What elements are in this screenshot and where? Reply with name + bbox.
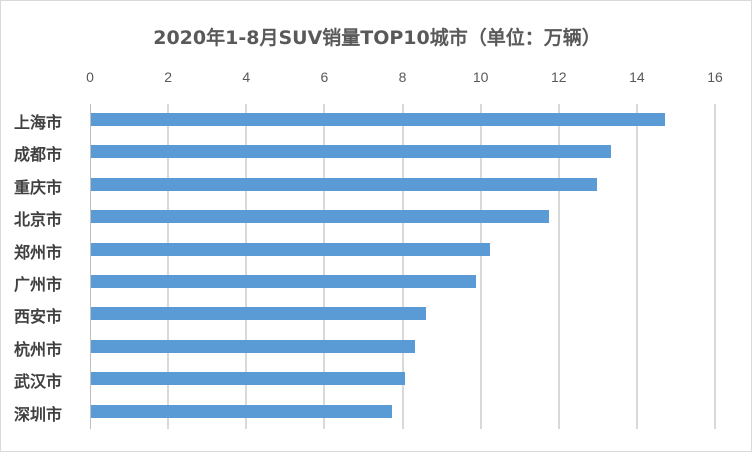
category-label: 上海市 <box>14 113 63 132</box>
x-tick-label: 0 <box>86 69 94 85</box>
bar <box>91 177 597 191</box>
bar <box>91 404 392 418</box>
x-tick-label: 8 <box>398 69 407 85</box>
x-tick-label: 4 <box>242 69 251 85</box>
x-tick-label: 16 <box>707 69 723 85</box>
category-label: 深圳市 <box>14 404 63 424</box>
category-label: 广州市 <box>14 275 63 294</box>
bar <box>91 242 490 256</box>
category-label: 郑州市 <box>14 242 63 262</box>
chart-title: 2020年1-8月SUV销量TOP10城市（单位：万辆） <box>153 27 601 49</box>
gridline <box>557 104 560 429</box>
category-label: 杭州市 <box>14 339 63 359</box>
category-label: 西安市 <box>14 307 63 327</box>
bar <box>91 307 426 321</box>
category-label: 武汉市 <box>14 372 63 392</box>
gridline <box>479 104 482 429</box>
category-label: 成都市 <box>14 145 63 165</box>
gridline <box>714 104 716 429</box>
bar <box>91 339 415 353</box>
x-tick-label: 14 <box>629 69 645 85</box>
x-tick-label: 10 <box>472 69 489 85</box>
x-tick-label: 2 <box>164 69 173 85</box>
bar <box>91 113 665 126</box>
y-axis-line <box>90 104 91 429</box>
x-tick-label: 6 <box>320 69 329 85</box>
gridline <box>245 104 248 429</box>
gridline <box>401 104 404 429</box>
gridline <box>635 104 638 429</box>
category-label: 北京市 <box>14 210 63 230</box>
bar <box>91 275 476 288</box>
bar <box>91 210 549 224</box>
bar <box>91 372 405 386</box>
bar <box>91 145 612 159</box>
category-label: 重庆市 <box>14 177 63 197</box>
gridline <box>323 104 326 429</box>
gridline <box>167 104 170 429</box>
x-tick-label: 12 <box>550 69 567 85</box>
